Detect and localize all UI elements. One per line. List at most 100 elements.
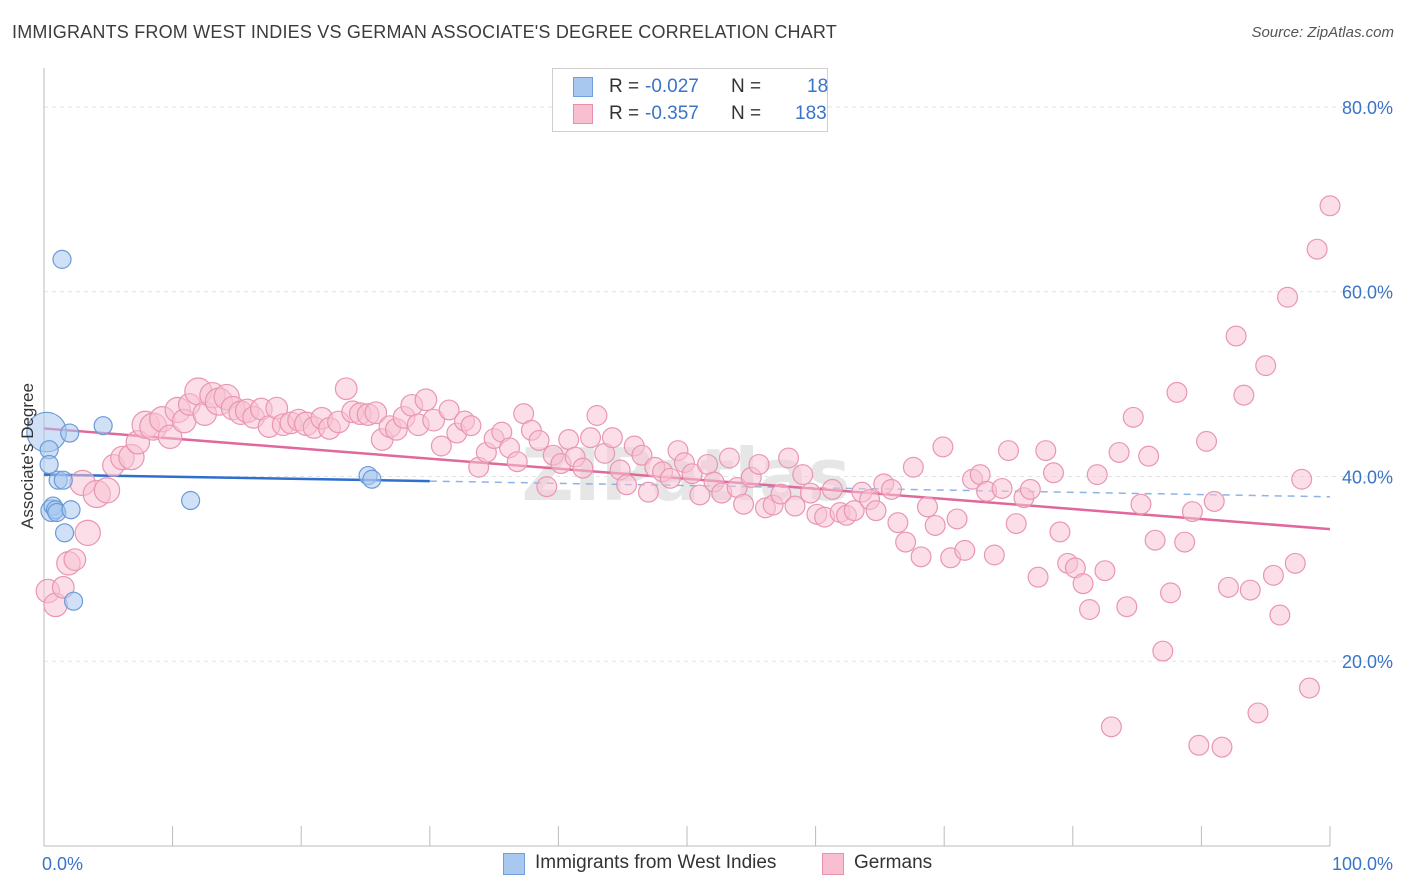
legend-r-value: -0.357 [645, 103, 699, 124]
germans-point [580, 427, 602, 449]
germans-point [1072, 573, 1094, 595]
germans-point [991, 477, 1013, 499]
germans-point [1043, 462, 1065, 484]
germans-point [616, 474, 638, 496]
germans-point [689, 484, 711, 506]
west-indies-point [63, 591, 84, 611]
germans-point [733, 493, 755, 515]
germans-point [1255, 355, 1277, 377]
west-indies-point [362, 469, 382, 489]
germans-point [430, 435, 452, 457]
legend-swatch-blue [573, 77, 593, 97]
legend-n-value: 183 [795, 103, 827, 124]
germans-point [422, 408, 446, 432]
germans-point [1094, 560, 1116, 582]
germans-point [718, 447, 740, 469]
germans-point [1049, 521, 1071, 543]
west-indies-point [52, 249, 72, 269]
west-indies-point [181, 490, 201, 511]
germans-point [1079, 599, 1101, 621]
germans-point [1130, 493, 1152, 515]
germans-point [438, 399, 460, 421]
germans-point [924, 514, 946, 536]
germans-point [1160, 582, 1182, 604]
germans-point [1019, 478, 1041, 500]
west-indies-point [60, 423, 80, 443]
y-tick-label: 20.0% [1342, 652, 1393, 672]
germans-point [586, 405, 608, 427]
germans-point [1262, 564, 1284, 586]
germans-point [946, 508, 968, 530]
germans-point [983, 544, 1005, 566]
germans-point [1100, 716, 1122, 738]
west-indies-point [61, 500, 81, 520]
germans-point [681, 463, 703, 485]
germans-point [528, 429, 550, 451]
germans-point [1005, 513, 1027, 535]
source-label: Source: ZipAtlas.com [1251, 24, 1394, 41]
series-swatch-pink [822, 853, 844, 875]
germans-point [1086, 464, 1108, 486]
germans-point [631, 444, 653, 466]
germans-point [1291, 468, 1313, 490]
legend-n-label: N = [731, 103, 762, 124]
germans-point [1116, 596, 1138, 618]
germans-point [1269, 604, 1291, 626]
germans-point [895, 531, 917, 553]
germans-point [1027, 566, 1049, 588]
germans-point [910, 546, 932, 568]
germans-point [334, 377, 358, 401]
germans-point [1035, 440, 1057, 462]
germans-point [799, 482, 821, 504]
germans-point [74, 519, 101, 547]
series-label: Germans [854, 852, 933, 873]
germans-point [1152, 640, 1174, 662]
germans-point [880, 478, 902, 500]
legend-n-label: N = [731, 76, 762, 97]
germans-point [954, 539, 976, 561]
germans-point [902, 456, 924, 478]
y-tick-label: 60.0% [1342, 283, 1393, 303]
data-points [26, 195, 1341, 758]
germans-point [51, 575, 75, 599]
germans-point [1144, 529, 1166, 551]
germans-point [63, 548, 87, 572]
germans-point [506, 451, 528, 473]
germans-point [1239, 579, 1261, 601]
germans-point [460, 415, 482, 437]
y-tick-label: 80.0% [1342, 98, 1393, 118]
west-indies-point [39, 454, 59, 475]
germans-point [916, 496, 938, 518]
germans-point [637, 481, 659, 503]
legend-r-label: R = [609, 103, 640, 124]
x-tick-label: 100.0% [1332, 854, 1393, 874]
germans-point [572, 457, 594, 479]
germans-point [1203, 490, 1225, 512]
germans-point [414, 388, 438, 412]
germans-point [601, 427, 623, 449]
correlation-legend: R = -0.027 N = 18 R = -0.357 N = 183 [552, 68, 828, 132]
series-swatch-blue [503, 853, 525, 875]
germans-point [1306, 238, 1328, 260]
germans-point [1181, 501, 1203, 523]
germans-point [1188, 734, 1210, 756]
germans-point [1217, 576, 1239, 598]
legend-r-value: -0.027 [645, 76, 699, 97]
germans-point [364, 401, 388, 425]
germans-point [1247, 702, 1269, 724]
germans-point [748, 453, 770, 475]
germans-point [792, 464, 814, 486]
germans-point [1138, 445, 1160, 467]
tick-labels: 20.0% 40.0% 60.0% 80.0% 0.0% 100.0% [42, 98, 1393, 874]
x-tick-label: 0.0% [42, 854, 83, 874]
germans-point [1233, 384, 1255, 406]
germans-point [997, 440, 1019, 462]
germans-point [932, 436, 954, 458]
germans-point [887, 512, 909, 534]
west-indies-point [54, 523, 75, 543]
germans-point [1196, 430, 1218, 452]
germans-point [865, 500, 887, 522]
germans-point [1225, 325, 1247, 347]
germans-point [1284, 552, 1306, 574]
